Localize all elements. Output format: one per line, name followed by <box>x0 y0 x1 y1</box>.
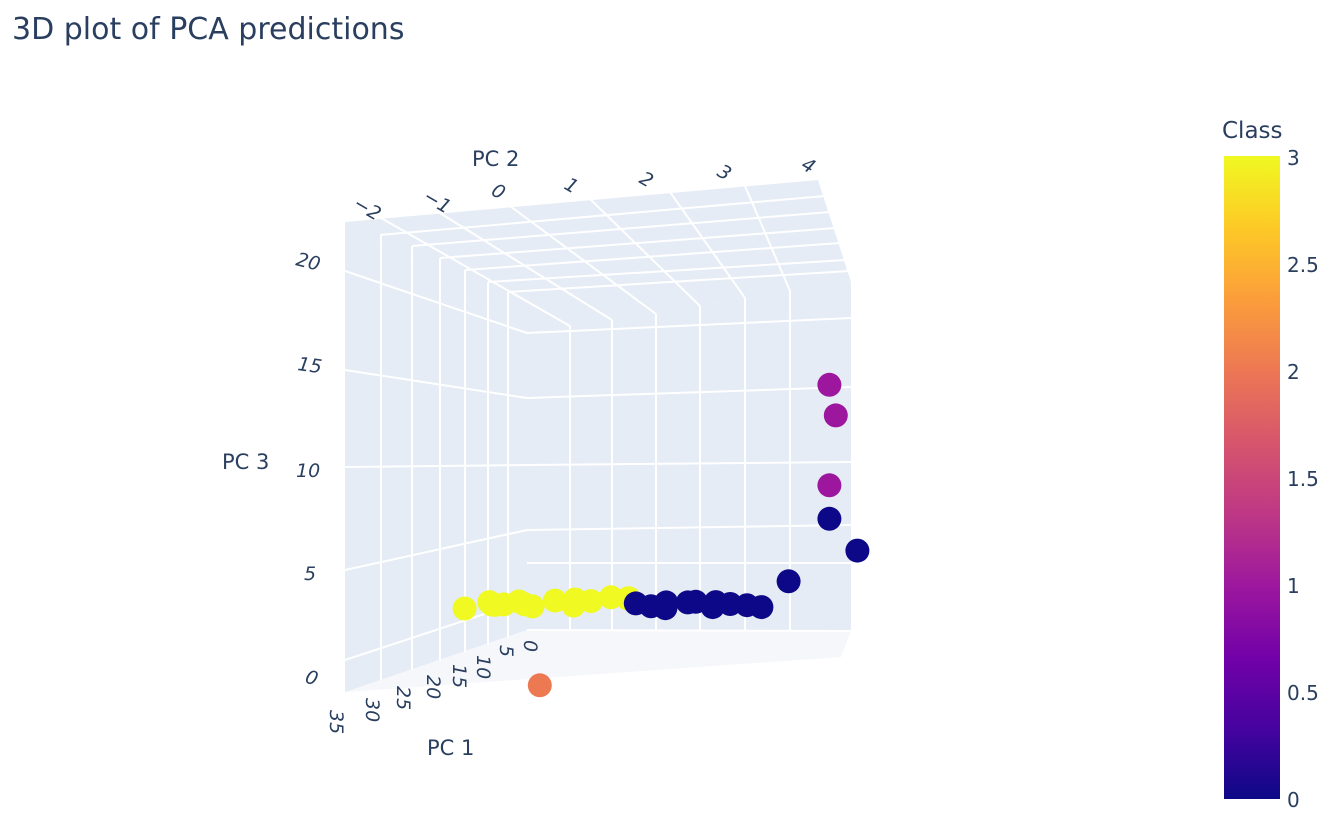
pc3-tick: 10 <box>296 460 320 482</box>
colorbar-tick: 1.5 <box>1287 467 1319 491</box>
pc2-tick: 2 <box>636 167 657 192</box>
scatter-point[interactable] <box>579 589 603 614</box>
scatter-point[interactable] <box>817 506 842 531</box>
scatter-point[interactable] <box>817 372 842 397</box>
scatter-point[interactable] <box>845 538 870 563</box>
colorbar-title: Class <box>1222 118 1283 144</box>
colorbar-tick: 2 <box>1287 360 1300 384</box>
scatter-point[interactable] <box>817 473 842 498</box>
colorbar-tick: 0 <box>1287 788 1300 812</box>
scatter-point[interactable] <box>527 673 552 698</box>
colorbar-tick: 0.5 <box>1287 681 1319 705</box>
grid-lines <box>344 185 852 680</box>
pc2-tick: 1 <box>561 173 582 198</box>
floor-plane <box>345 630 851 692</box>
top-plane <box>345 180 851 333</box>
scatter-point[interactable] <box>776 569 801 594</box>
pc1-tick: 25 <box>392 686 414 710</box>
pc1-tick: 20 <box>422 675 444 699</box>
axis-label-pc1: PC 1 <box>427 736 474 760</box>
scatter-point[interactable] <box>749 595 774 620</box>
pc3-tick: 15 <box>296 353 323 378</box>
pc2-tick: 0 <box>488 179 509 204</box>
pc1-tick: 30 <box>361 698 383 722</box>
points-layer <box>452 372 870 698</box>
left-wall <box>345 222 527 692</box>
scatter-point[interactable] <box>520 594 545 619</box>
colorbar-tick: 2.5 <box>1287 253 1319 277</box>
scatter-point[interactable] <box>491 592 516 617</box>
colorbar[interactable] <box>1224 156 1280 799</box>
pc3-tick: 0 <box>302 666 320 691</box>
colorbar-tick: 1 <box>1287 574 1300 598</box>
scatter-point[interactable] <box>823 403 848 428</box>
pc2-tick: 4 <box>798 153 819 178</box>
colorbar-tick: 3 <box>1287 146 1300 170</box>
scatter-point[interactable] <box>653 596 678 621</box>
pc1-tick: 35 <box>325 710 347 734</box>
axis-label-pc2: PC 2 <box>472 147 519 171</box>
pc1-tick: 15 <box>448 664 470 688</box>
pc3-tick: 5 <box>304 563 316 585</box>
chart-title: 3D plot of PCA predictions <box>12 12 405 47</box>
pc1-tick: 5 <box>495 645 517 657</box>
pc2-tick: 3 <box>714 160 735 185</box>
pc3-tick: 20 <box>294 249 323 276</box>
scatter-point[interactable] <box>543 588 567 613</box>
scatter-point[interactable] <box>452 596 477 621</box>
axis-label-pc3: PC 3 <box>222 450 269 474</box>
pc1-tick: 0 <box>519 640 541 652</box>
back-wall <box>527 282 851 631</box>
pc1-tick: 10 <box>472 655 494 679</box>
